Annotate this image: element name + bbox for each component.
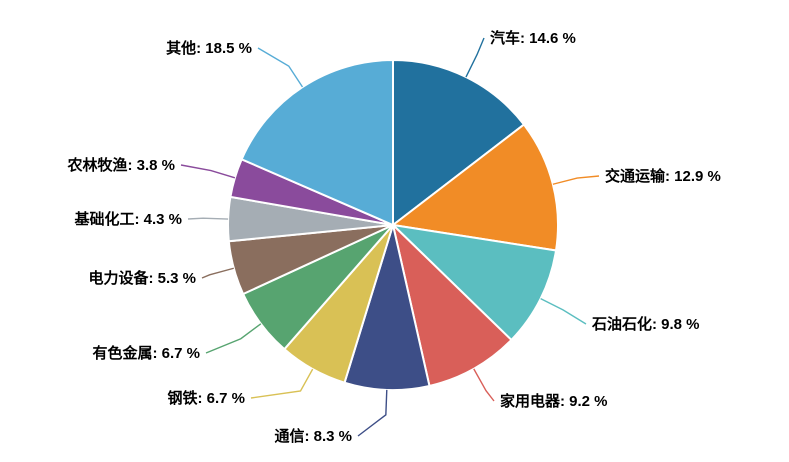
leader-line bbox=[465, 37, 485, 78]
leader-line bbox=[201, 267, 234, 279]
pie-slice bbox=[392, 59, 525, 226]
pie-slice bbox=[240, 59, 394, 226]
pie-slice bbox=[343, 224, 431, 391]
leader-line bbox=[540, 298, 587, 325]
pie-slice bbox=[392, 224, 513, 387]
leader-line bbox=[357, 389, 388, 437]
leader-line bbox=[552, 175, 600, 185]
pie-slice bbox=[392, 224, 558, 341]
slice-label: 钢铁: 6.7 % bbox=[167, 389, 245, 407]
leader-line bbox=[205, 323, 262, 354]
slice-label: 通信: 8.3 % bbox=[274, 427, 352, 445]
slice-label: 农林牧渔: 3.8 % bbox=[66, 156, 175, 174]
leader-line bbox=[187, 217, 229, 220]
slice-label: 交通运输: 12.9 % bbox=[605, 167, 721, 185]
slice-label: 电力设备: 5.3 % bbox=[88, 269, 196, 287]
slice-label: 家用电器: 9.2 % bbox=[500, 392, 608, 410]
slice-label: 汽车: 14.6 % bbox=[490, 29, 576, 47]
leader-line bbox=[257, 47, 304, 88]
leader-line bbox=[473, 368, 495, 402]
slice-label: 石油石化: 9.8 % bbox=[591, 315, 700, 333]
slice-label: 有色金属: 6.7 % bbox=[92, 344, 200, 362]
leader-line bbox=[250, 368, 314, 399]
slice-label: 其他: 18.5 % bbox=[166, 39, 252, 57]
slice-label: 基础化工: 4.3 % bbox=[73, 210, 182, 228]
pie-slice bbox=[392, 123, 559, 252]
leader-line bbox=[180, 164, 236, 179]
